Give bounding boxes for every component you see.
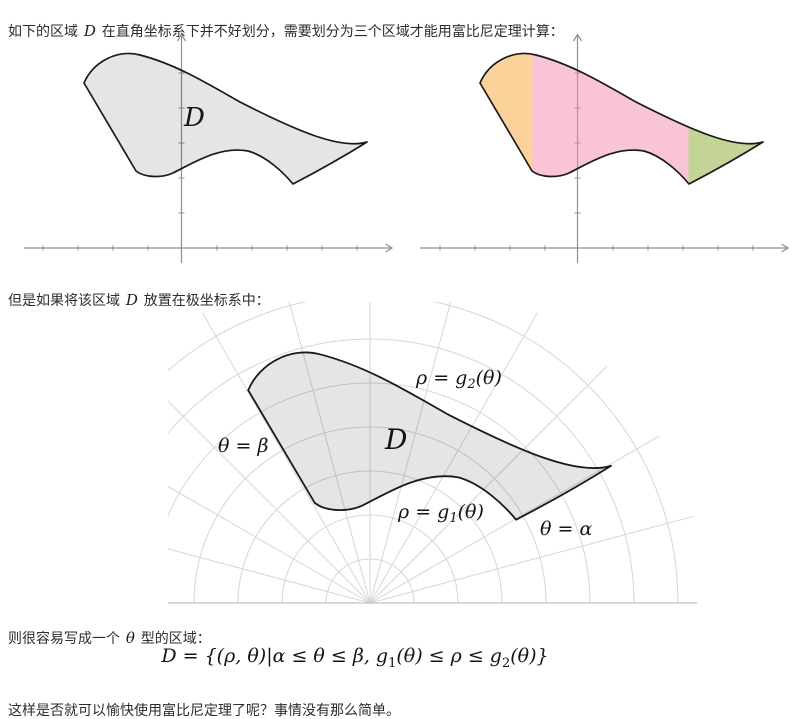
formula-subscript-2: 2 bbox=[501, 655, 511, 671]
theta-type-paragraph: 则很容易写成一个 θ 型的区域： bbox=[8, 629, 211, 647]
closing-text: 这样是否就可以愉快使用富比尼定理了呢？事情没有那么简单。 bbox=[8, 702, 400, 718]
intro-paragraph: 如下的区域 D 在直角坐标系下并不好划分，需要划分为三个区域才能用富比尼定理计算… bbox=[8, 22, 564, 40]
polar-intro-post: 放置在极坐标系中： bbox=[139, 292, 270, 308]
polar-region-D-label: D bbox=[384, 423, 407, 456]
left-x-axis-ticks bbox=[42, 245, 358, 251]
left-y-axis-ticks bbox=[178, 72, 185, 214]
theta-alpha-label: θ = α bbox=[540, 518, 592, 540]
formula-part-2: (θ) ≤ ρ ≤ g bbox=[396, 645, 502, 667]
split-region-orange bbox=[480, 53, 533, 184]
region-D-label: D bbox=[183, 103, 205, 133]
split-region-group bbox=[479, 52, 764, 185]
left-axes bbox=[24, 33, 394, 263]
formula-part-1: D = {(ρ, θ)|α ≤ θ ≤ β, g bbox=[161, 645, 389, 667]
left-x-axis-arrow-icon bbox=[385, 243, 394, 253]
right-y-axis-arrow-icon bbox=[572, 33, 583, 42]
split-region-pink bbox=[532, 53, 689, 184]
left-y-axis-arrow-icon bbox=[176, 33, 187, 42]
region-definition-formula: D = {(ρ, θ)|α ≤ θ ≤ β, g1(θ) ≤ ρ ≤ g2(θ)… bbox=[0, 645, 710, 671]
math-symbol-theta: θ bbox=[125, 629, 135, 647]
region-D-shape bbox=[83, 52, 368, 185]
theta-type-post: 型的区域： bbox=[136, 630, 211, 646]
upper-curve-label: ρ = g2(θ) bbox=[415, 367, 502, 392]
polar-intro-paragraph: 但是如果将该区域 D 放置在极坐标系中： bbox=[8, 291, 270, 309]
theta-type-pre: 则很容易写成一个 bbox=[8, 630, 124, 646]
split-region-outline bbox=[479, 52, 764, 185]
right-x-axis-ticks bbox=[439, 245, 754, 251]
formula-part-3: (θ)} bbox=[510, 645, 549, 667]
lower-curve-label: ρ = g1(θ) bbox=[397, 501, 484, 526]
split-region-green bbox=[688, 53, 763, 184]
intro-text-pre: 如下的区域 bbox=[8, 23, 82, 39]
math-symbol-D-2: D bbox=[125, 291, 138, 309]
polar-figure: ρ = g2(θ) θ = β D ρ = g1(θ) θ = α bbox=[168, 302, 697, 604]
right-x-axis-arrow-icon bbox=[781, 243, 790, 253]
polar-region-group bbox=[248, 352, 611, 519]
closing-paragraph: 这样是否就可以愉快使用富比尼定理了呢？事情没有那么简单。 bbox=[8, 701, 400, 719]
theta-beta-label: θ = β bbox=[218, 435, 268, 457]
polar-grid bbox=[168, 302, 694, 603]
formula-subscript-1: 1 bbox=[388, 655, 397, 671]
cartesian-figure: D bbox=[24, 33, 790, 263]
polar-region-D-shape bbox=[248, 352, 611, 519]
polar-intro-pre: 但是如果将该区域 bbox=[8, 292, 124, 308]
intro-text-post: 在直角坐标系下并不好划分，需要划分为三个区域才能用富比尼定理计算： bbox=[97, 23, 564, 39]
math-symbol-D: D bbox=[83, 22, 96, 40]
